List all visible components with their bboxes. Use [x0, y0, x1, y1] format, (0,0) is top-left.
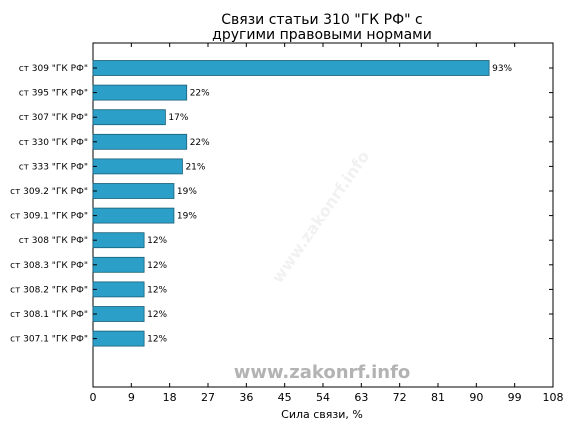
bar — [92, 281, 145, 298]
bar — [92, 109, 166, 126]
value-label: 19% — [177, 187, 197, 197]
x-tick-label: 63 — [354, 391, 368, 404]
value-label: 22% — [190, 89, 210, 99]
x-tick-label: 36 — [239, 391, 253, 404]
category-label: ст 307.1 "ГК РФ" — [10, 335, 88, 345]
x-tick-label: 72 — [393, 391, 407, 404]
bar — [92, 232, 145, 249]
category-label: ст 330 "ГК РФ" — [19, 138, 88, 148]
value-label: 12% — [147, 335, 167, 345]
value-label: 12% — [147, 236, 167, 246]
x-tick-label: 108 — [543, 391, 564, 404]
category-label: ст 333 "ГК РФ" — [19, 162, 88, 172]
x-tick-label: 27 — [201, 391, 215, 404]
value-label: 93% — [492, 64, 512, 74]
value-label: 17% — [168, 113, 188, 123]
value-label: 12% — [147, 285, 167, 295]
x-axis-label: Сила связи, % — [281, 408, 363, 421]
chart-title-line-2: другими правовыми нормами — [212, 27, 432, 43]
watermark-text: www.zakonrf.info — [234, 362, 411, 383]
x-tick-label: 9 — [128, 391, 135, 404]
value-label: 21% — [185, 162, 205, 172]
value-label: 22% — [190, 138, 210, 148]
x-tick-label: 90 — [469, 391, 483, 404]
value-label: 12% — [147, 310, 167, 320]
bar — [92, 183, 175, 199]
category-label: ст 308 "ГК РФ" — [19, 236, 88, 246]
category-label: ст 309.1 "ГК РФ" — [10, 212, 88, 222]
x-axis-ticks: 0 9 18 27 36 45 54 63 72 81 90 99 108 — [90, 43, 564, 404]
x-tick-label: 45 — [278, 391, 292, 404]
category-label: ст 309 "ГК РФ" — [19, 64, 88, 74]
bar — [92, 256, 145, 273]
bar — [92, 133, 188, 150]
bar — [92, 84, 188, 101]
value-label: 19% — [177, 212, 197, 222]
bar — [92, 158, 183, 175]
x-tick-label: 99 — [508, 391, 522, 404]
category-label: ст 395 "ГК РФ" — [19, 89, 88, 99]
x-tick-label: 18 — [163, 391, 177, 404]
chart-title-line-1: Связи статьи 310 "ГК РФ" с — [221, 12, 422, 28]
bar — [92, 207, 175, 224]
x-tick-label: 81 — [431, 391, 445, 404]
bar — [92, 306, 145, 322]
category-label: ст 309.2 "ГК РФ" — [10, 187, 88, 197]
category-label: ст 308.2 "ГК РФ" — [10, 285, 88, 295]
category-label: ст 308.1 "ГК РФ" — [10, 310, 88, 320]
x-tick-label: 54 — [316, 391, 330, 404]
value-label: 12% — [147, 261, 167, 271]
bar — [92, 60, 490, 76]
x-tick-label: 0 — [90, 391, 97, 404]
category-label: ст 307 "ГК РФ" — [19, 113, 88, 123]
category-label: ст 308.3 "ГК РФ" — [10, 261, 88, 271]
bars-group: ст 309 "ГК РФ" 93% ст 395 "ГК РФ" 22% ст 307… — [10, 60, 553, 347]
bar — [92, 330, 145, 347]
diagonal-watermark: www.zakonrf.info — [268, 147, 374, 286]
